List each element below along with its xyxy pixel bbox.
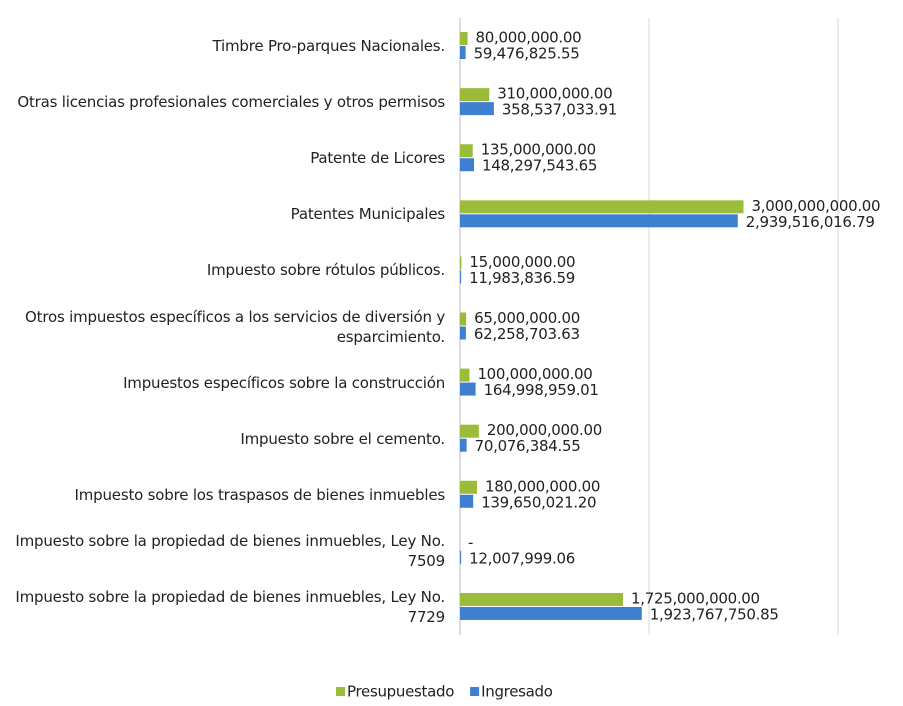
- value-label: 1,923,767,750.85: [650, 605, 779, 623]
- value-label: 310,000,000.00: [497, 85, 612, 103]
- bar: [460, 592, 624, 606]
- bar: [460, 214, 738, 228]
- value-label: 65,000,000.00: [474, 309, 580, 327]
- bar: [460, 270, 462, 284]
- legend-swatch: [336, 687, 345, 696]
- legend-label: Ingresado: [481, 683, 553, 701]
- bar: [460, 606, 642, 620]
- value-label: 358,537,033.91: [502, 101, 617, 119]
- value-label: 15,000,000.00: [469, 253, 575, 271]
- value-label: 3,000,000,000.00: [752, 197, 881, 215]
- bar: [460, 424, 479, 438]
- bar: [460, 368, 470, 382]
- bar: [460, 102, 494, 116]
- bar: [460, 144, 473, 158]
- category-label: Patentes Municipales: [290, 205, 446, 224]
- bar: [460, 550, 462, 564]
- bar: [460, 312, 467, 326]
- bar: [460, 46, 466, 60]
- category-label: Impuestos específicos sobre la construcc…: [123, 373, 445, 392]
- value-label: 62,258,703.63: [474, 325, 580, 343]
- category-label: Timbre Pro-parques Nacionales.: [212, 37, 446, 56]
- value-label: 139,650,021.20: [481, 493, 596, 511]
- category-label: Otras licencias profesionales comerciale…: [17, 93, 445, 112]
- bar: [460, 382, 476, 396]
- value-label: 80,000,000.00: [476, 29, 582, 47]
- bar: [460, 158, 475, 172]
- value-label: 135,000,000.00: [481, 141, 596, 159]
- value-label: -: [468, 533, 473, 551]
- category-label: Impuesto sobre rótulos públicos.: [206, 261, 445, 280]
- category-label: Impuesto sobre los traspasos de bienes i…: [74, 485, 446, 504]
- value-label: 12,007,999.06: [469, 549, 575, 567]
- bar: [460, 32, 468, 46]
- category-label: Impuesto sobre el cemento.: [240, 429, 445, 448]
- bar: [460, 438, 467, 452]
- category-label: Otros impuestos específicos a los servic…: [25, 307, 445, 346]
- value-label: 100,000,000.00: [477, 365, 592, 383]
- bar: [460, 88, 490, 102]
- value-label: 1,725,000,000.00: [631, 589, 760, 607]
- value-label: 164,998,959.01: [484, 381, 599, 399]
- bar: [460, 480, 478, 494]
- bar: [460, 256, 462, 270]
- value-label: 2,939,516,016.79: [746, 213, 875, 231]
- bar: [460, 200, 744, 214]
- category-label: Impuesto sobre la propiedad de bienes in…: [15, 587, 445, 626]
- value-label: 200,000,000.00: [487, 421, 602, 439]
- value-label: 148,297,543.65: [482, 157, 597, 175]
- legend-label: Presupuestado: [347, 683, 454, 701]
- value-label: 59,476,825.55: [474, 45, 580, 63]
- value-label: 180,000,000.00: [485, 477, 600, 495]
- bar: [460, 326, 466, 340]
- legend-swatch: [470, 687, 480, 696]
- value-label: 70,076,384.55: [475, 437, 581, 455]
- category-label: Patente de Licores: [310, 149, 445, 168]
- category-label: Impuesto sobre la propiedad de bienes in…: [15, 531, 445, 570]
- value-label: 11,983,836.59: [469, 269, 575, 287]
- bar: [460, 494, 474, 508]
